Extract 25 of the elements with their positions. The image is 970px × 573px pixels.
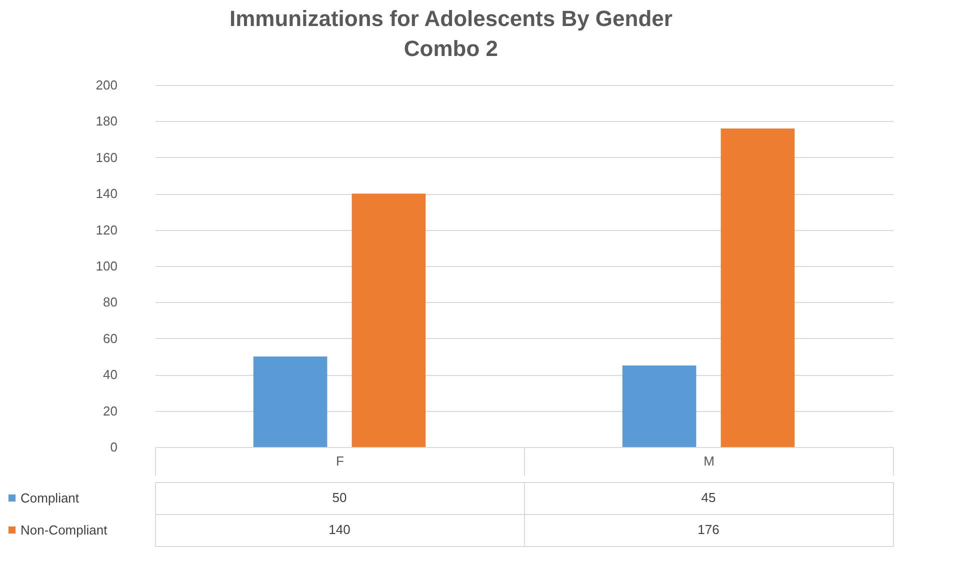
data-label: 45 — [701, 490, 716, 505]
y-tick-label: 60 — [103, 330, 118, 346]
y-tick-label: 80 — [103, 294, 118, 310]
data-label: 140 — [328, 522, 350, 537]
y-tick-label: 120 — [96, 222, 118, 238]
bar — [622, 366, 696, 447]
legend-label: Non-Compliant — [20, 522, 108, 538]
y-tick-label: 180 — [96, 114, 118, 129]
x-tick-label: F — [336, 454, 344, 468]
y-tick-label: 100 — [96, 258, 118, 274]
y-tick-label: 0 — [110, 440, 118, 454]
legend-label: Compliant — [20, 490, 80, 506]
chart-subtitle: Combo 2 — [404, 36, 498, 61]
y-tick-label: 160 — [96, 150, 118, 165]
y-tick-label: 40 — [103, 367, 118, 382]
data-label: 50 — [332, 490, 347, 505]
y-tick-label: 20 — [103, 403, 118, 418]
data-label: 176 — [698, 522, 720, 537]
bar — [720, 128, 795, 447]
bar — [253, 356, 328, 447]
bar — [352, 194, 426, 447]
x-tick-label: M — [704, 454, 714, 468]
y-tick-label: 140 — [96, 186, 118, 202]
y-tick-label: 200 — [96, 78, 118, 92]
chart-title: Immunizations for Adolescents By Gender — [230, 6, 673, 31]
